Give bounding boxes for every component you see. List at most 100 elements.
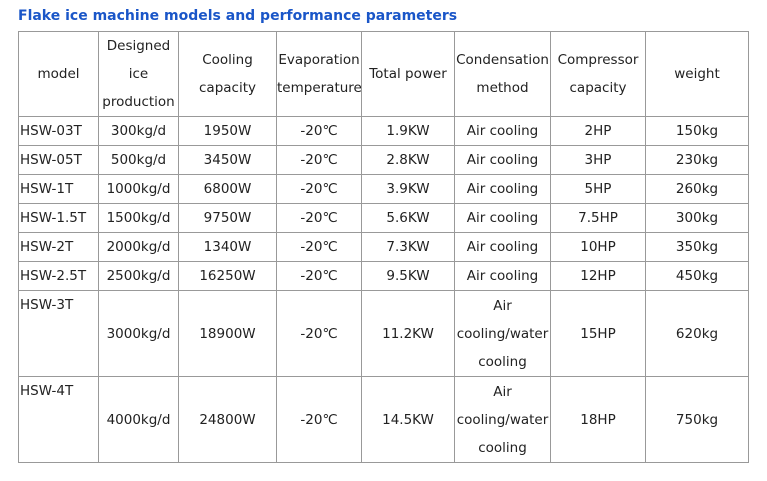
total-power-cell: 7.3KW — [361, 232, 455, 262]
table-row: HSW-2T 2000kg/d 1340W -20℃ 7.3KW Air cooling 1… — [18, 232, 749, 262]
header-line: Designed — [106, 38, 171, 54]
cooling-capacity-cell: 3450W — [178, 145, 277, 175]
page-title: Flake ice machine models and performance… — [18, 8, 458, 24]
model-cell: HSW-05T — [18, 145, 99, 175]
header-total-power: Total power — [361, 31, 455, 117]
table-row: HSW-3T 3000kg/d 18900W -20℃ 11.2KW Air cooling… — [18, 290, 749, 377]
weight-cell: 450kg — [645, 261, 749, 291]
weight-cell: 300kg — [645, 203, 749, 233]
model-cell: HSW-4T — [18, 376, 99, 463]
header-ice-production: Designed ice production — [98, 31, 179, 117]
compressor-capacity-cell: 18HP — [550, 376, 646, 463]
total-power-cell: 3.9KW — [361, 174, 455, 204]
table-row: HSW-1T 1000kg/d 6800W -20℃ 3.9KW Air cooling 5… — [18, 174, 749, 204]
model-cell: HSW-1T — [18, 174, 99, 204]
header-line: model — [37, 66, 80, 82]
production-cell: 1000kg/d — [98, 174, 179, 204]
header-line: Condensation — [456, 52, 549, 68]
header-line: production — [102, 94, 175, 110]
condensation-method-cell: Air cooling — [454, 261, 551, 291]
table-row: HSW-2.5T 2500kg/d 16250W -20℃ 9.5KW Air cooli… — [18, 261, 749, 291]
cooling-capacity-cell: 18900W — [178, 290, 277, 377]
production-cell: 2500kg/d — [98, 261, 179, 291]
total-power-cell: 1.9KW — [361, 116, 455, 146]
header-compressor-capacity: Compressor capacity — [550, 31, 646, 117]
compressor-capacity-cell: 3HP — [550, 145, 646, 175]
weight-cell: 230kg — [645, 145, 749, 175]
model-cell: HSW-03T — [18, 116, 99, 146]
header-line: temperature — [277, 80, 362, 96]
compressor-capacity-cell: 7.5HP — [550, 203, 646, 233]
cooling-capacity-cell: 1340W — [178, 232, 277, 262]
total-power-cell: 5.6KW — [361, 203, 455, 233]
table-row: HSW-03T 300kg/d 1950W -20℃ 1.9KW Air cooling 2… — [18, 116, 749, 146]
table-body: HSW-03T 300kg/d 1950W -20℃ 1.9KW Air cooling 2… — [18, 116, 749, 463]
condensation-line: cooling/water — [456, 325, 549, 342]
condensation-line: cooling — [478, 353, 527, 370]
evaporation-temperature-cell: -20℃ — [276, 203, 362, 233]
evaporation-temperature-cell: -20℃ — [276, 290, 362, 377]
header-row: model Designed ice production Cooling capacit… — [18, 31, 749, 117]
condensation-method-cell: Air cooling/water cooling — [454, 376, 551, 463]
compressor-capacity-cell: 5HP — [550, 174, 646, 204]
evaporation-temperature-cell: -20℃ — [276, 376, 362, 463]
condensation-line: Air — [493, 297, 512, 314]
evaporation-temperature-cell: -20℃ — [276, 116, 362, 146]
header-line: Compressor — [557, 52, 639, 68]
header-line: Cooling — [202, 52, 253, 68]
condensation-line: cooling — [478, 439, 527, 456]
cooling-capacity-cell: 1950W — [178, 116, 277, 146]
condensation-method-cell: Air cooling/water cooling — [454, 290, 551, 377]
evaporation-temperature-cell: -20℃ — [276, 261, 362, 291]
weight-cell: 620kg — [645, 290, 749, 377]
header-line: Evaporation — [278, 52, 360, 68]
evaporation-temperature-cell: -20℃ — [276, 232, 362, 262]
condensation-line: cooling/water — [456, 411, 549, 428]
condensation-line: Air — [493, 383, 512, 400]
condensation-method-cell: Air cooling — [454, 116, 551, 146]
total-power-cell: 14.5KW — [361, 376, 455, 463]
header-model: model — [18, 31, 99, 117]
cooling-capacity-cell: 16250W — [178, 261, 277, 291]
weight-cell: 350kg — [645, 232, 749, 262]
header-line: Total power — [369, 66, 447, 82]
production-cell: 3000kg/d — [98, 290, 179, 377]
condensation-line: Air cooling — [466, 239, 539, 255]
condensation-line: Air cooling — [466, 268, 539, 284]
cooling-capacity-cell: 9750W — [178, 203, 277, 233]
production-cell: 300kg/d — [98, 116, 179, 146]
condensation-line: Air cooling — [466, 152, 539, 168]
header-line: capacity — [199, 80, 256, 96]
table-row: HSW-1.5T 1500kg/d 9750W -20℃ 5.6KW Air coolin… — [18, 203, 749, 233]
table-row: HSW-05T 500kg/d 3450W -20℃ 2.8KW Air cooling 3… — [18, 145, 749, 175]
total-power-cell: 11.2KW — [361, 290, 455, 377]
condensation-line: Air cooling — [466, 210, 539, 226]
header-evaporation-temperature: Evaporation temperature — [276, 31, 362, 117]
evaporation-temperature-cell: -20℃ — [276, 174, 362, 204]
production-cell: 500kg/d — [98, 145, 179, 175]
weight-cell: 150kg — [645, 116, 749, 146]
condensation-line: Air cooling — [466, 181, 539, 197]
total-power-cell: 2.8KW — [361, 145, 455, 175]
compressor-capacity-cell: 10HP — [550, 232, 646, 262]
header-line: ice — [128, 66, 149, 82]
compressor-capacity-cell: 2HP — [550, 116, 646, 146]
header-weight: weight — [645, 31, 749, 117]
condensation-method-cell: Air cooling — [454, 203, 551, 233]
cooling-capacity-cell: 6800W — [178, 174, 277, 204]
model-cell: HSW-3T — [18, 290, 99, 377]
condensation-method-cell: Air cooling — [454, 145, 551, 175]
evaporation-temperature-cell: -20℃ — [276, 145, 362, 175]
table-row: HSW-4T 4000kg/d 24800W -20℃ 14.5KW Air cooling… — [18, 376, 749, 463]
weight-cell: 750kg — [645, 376, 749, 463]
header-line: weight — [674, 66, 720, 82]
total-power-cell: 9.5KW — [361, 261, 455, 291]
production-cell: 2000kg/d — [98, 232, 179, 262]
condensation-method-cell: Air cooling — [454, 232, 551, 262]
condensation-method-cell: Air cooling — [454, 174, 551, 204]
condensation-line: Air cooling — [466, 123, 539, 139]
production-cell: 4000kg/d — [98, 376, 179, 463]
compressor-capacity-cell: 12HP — [550, 261, 646, 291]
header-cooling-capacity: Cooling capacity — [178, 31, 277, 117]
model-cell: HSW-2.5T — [18, 261, 99, 291]
